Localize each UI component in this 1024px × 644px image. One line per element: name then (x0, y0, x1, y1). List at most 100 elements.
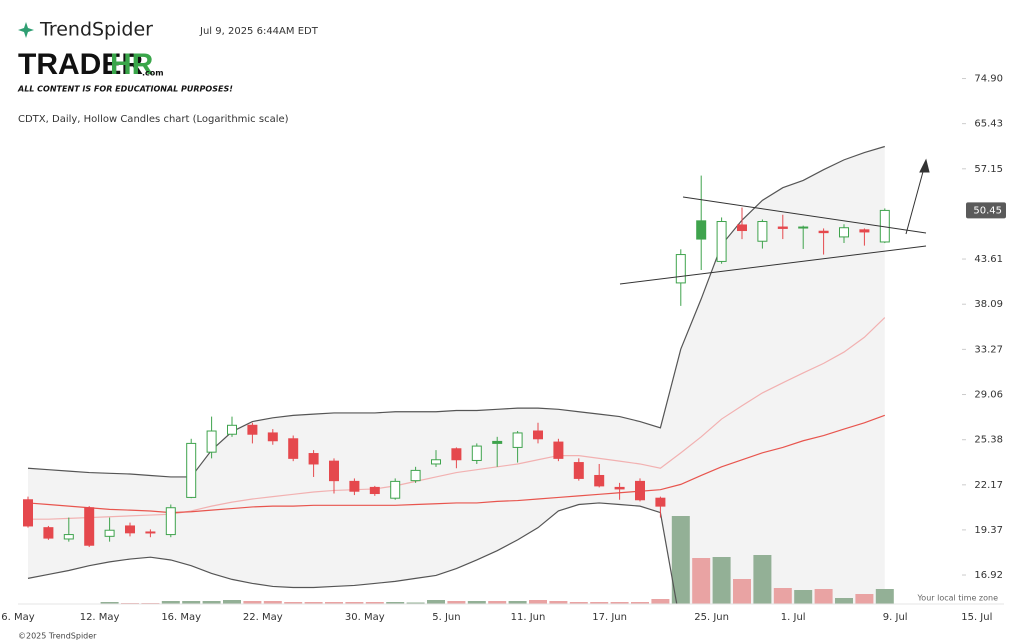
band-fill (28, 146, 885, 604)
x-tick-label: 9. Jul (883, 612, 908, 623)
candle-body (390, 480, 401, 499)
watermark-main: TRADER (18, 48, 143, 81)
y-tick-label: 43.61 (974, 254, 1003, 265)
candle-body (777, 226, 788, 229)
volume-bar (794, 590, 813, 604)
x-tick-label: 30. May (345, 612, 385, 623)
candle-body (859, 229, 870, 233)
candle-body (43, 527, 54, 539)
y-tick-label: 38.09 (974, 299, 1003, 310)
brand-icon (18, 22, 34, 38)
candle-body (267, 432, 278, 442)
volume-bar (508, 601, 527, 604)
x-tick-label: 11. Jun (511, 612, 546, 623)
volume-bar (447, 601, 466, 604)
candle-body (492, 440, 503, 444)
volume-bar (365, 602, 384, 604)
volume-bar (549, 601, 568, 604)
candle-body (227, 424, 237, 435)
volume-bar (345, 602, 364, 604)
x-tick-label: 25. Jun (694, 612, 729, 623)
volume-bar (263, 601, 282, 604)
candle-body (145, 531, 156, 534)
candle-body (125, 525, 135, 534)
volume-bar (488, 601, 507, 604)
volume-bar (753, 555, 772, 604)
watermark-suffix: .com (142, 69, 164, 78)
volume-bar (284, 602, 303, 604)
timestamp: Jul 9, 2025 6:44AM EDT (199, 26, 319, 37)
volume-bar (835, 598, 853, 604)
candle-body (594, 474, 605, 487)
volume-bar (773, 588, 792, 604)
candle-body (512, 432, 523, 448)
candle-body (23, 499, 33, 527)
volume-bar (651, 599, 670, 604)
candle-body (84, 507, 95, 546)
arrow (905, 167, 925, 235)
volume-bar (671, 516, 690, 604)
watermark-accent: HR (110, 48, 154, 81)
candle-body (737, 224, 747, 232)
y-tick-label: 57.15 (974, 164, 1003, 175)
volume-bar (100, 602, 119, 604)
candle-body (635, 480, 645, 501)
brand-name: TrendSpider (39, 19, 153, 41)
candle-body (206, 430, 217, 453)
x-tick-label: 15. Jul (961, 612, 992, 623)
volume-bar (223, 600, 241, 604)
volume-bar (631, 602, 649, 604)
last-price-label: 50.45 (973, 205, 1002, 216)
x-tick-label: 17. Jun (592, 612, 627, 623)
candle-body (675, 254, 686, 284)
candle-body (553, 441, 564, 459)
candle-body (757, 221, 768, 242)
candle-body (839, 227, 849, 238)
y-tick-label: 16.92 (974, 570, 1003, 581)
candle-body (696, 220, 707, 240)
volume-bar (569, 602, 588, 604)
volume-bar (467, 601, 486, 604)
y-tick-label: 65.43 (974, 119, 1003, 130)
candle-body (655, 497, 666, 507)
volume-bar (406, 602, 425, 604)
y-tick-label: 33.27 (974, 344, 1003, 355)
trendlines (619, 158, 930, 285)
candle-body (186, 442, 197, 498)
volume-bar (427, 600, 445, 604)
brand-logo (18, 22, 34, 38)
disclaimer: ALL CONTENT IS FOR EDUCATIONAL PURPOSES! (17, 85, 233, 94)
copyright: ©2025 TrendSpider (18, 632, 97, 641)
candle-body (818, 230, 829, 234)
volume-bar (814, 589, 833, 604)
x-tick-label: 1. Jul (781, 612, 806, 623)
volume-bar (610, 602, 629, 604)
candle-body (288, 438, 299, 459)
volume-bar (529, 600, 547, 604)
volume-bar (855, 594, 874, 604)
candle-body (451, 448, 462, 461)
trendline (619, 245, 927, 285)
candle-body (308, 453, 319, 465)
candle-body (247, 424, 258, 435)
y-tick-label: 29.06 (974, 390, 1003, 401)
candle-body (614, 486, 625, 490)
volume-bar (386, 602, 405, 604)
last-price-box (966, 202, 1006, 219)
volume-bar (243, 601, 262, 604)
candle-body (63, 534, 74, 540)
y-tick-label: 19.37 (974, 525, 1003, 536)
arrow-head (919, 158, 930, 173)
volume-bar (304, 602, 323, 604)
candle-body (798, 226, 809, 229)
candle-body (369, 486, 380, 495)
volume-bar (712, 557, 731, 604)
volume-bar (325, 602, 343, 604)
candle-body (349, 480, 360, 492)
x-tick-label: 6. May (1, 612, 34, 623)
overlay-line (27, 502, 678, 604)
volume-bar (590, 602, 609, 604)
plot-area (19, 145, 894, 604)
candle-body (431, 459, 441, 465)
